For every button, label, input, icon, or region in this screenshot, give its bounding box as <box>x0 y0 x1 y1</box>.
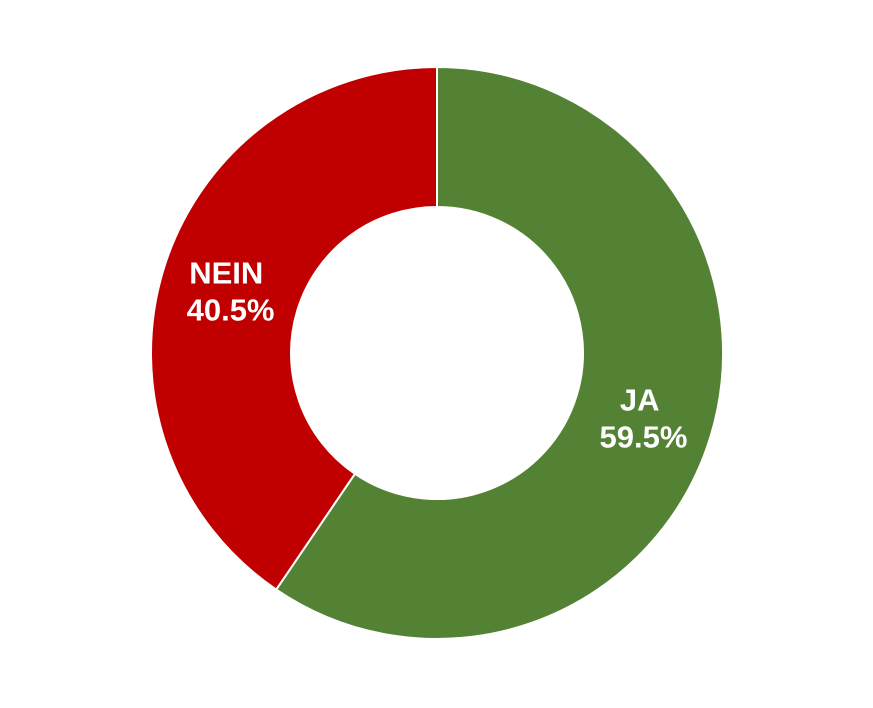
slice-nein <box>150 65 438 591</box>
slice-label-nein: NEIN 40.5% <box>187 255 275 327</box>
slice-label-ja-value: 59.5% <box>599 420 687 455</box>
donut-labels: JA 59.5% NEIN 40.5% <box>187 255 688 454</box>
slice-label-ja: JA 59.5% <box>599 383 687 455</box>
slice-label-nein-category: NEIN <box>189 255 263 290</box>
slice-label-ja-category: JA <box>620 383 659 418</box>
slice-label-nein-value: 40.5% <box>187 292 275 327</box>
donut-slices <box>150 65 724 640</box>
slice-ja <box>274 65 724 640</box>
